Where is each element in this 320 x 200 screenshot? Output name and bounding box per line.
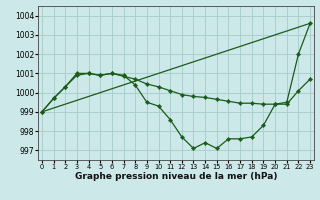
X-axis label: Graphe pression niveau de la mer (hPa): Graphe pression niveau de la mer (hPa) bbox=[75, 172, 277, 181]
